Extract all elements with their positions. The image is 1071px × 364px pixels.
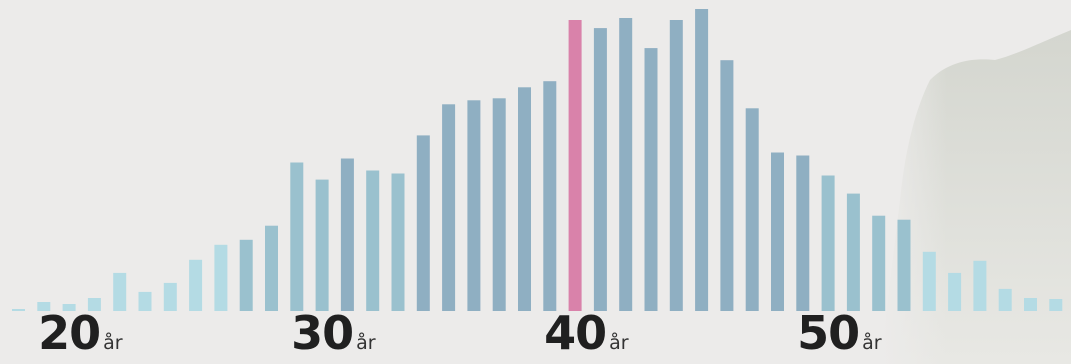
bar-age-55 <box>948 272 962 311</box>
age-label-30: 30 år <box>291 308 375 358</box>
bar-age-29 <box>290 162 304 311</box>
bar-age-38 <box>518 87 531 311</box>
bar-age-44 <box>669 20 683 311</box>
mountain-backdrop <box>880 20 1071 364</box>
bar-age-33 <box>391 173 405 311</box>
bar-age-35 <box>442 104 456 311</box>
age-label-unit: år <box>609 332 629 354</box>
age-label-unit: år <box>356 332 376 354</box>
bar-age-59 <box>1049 299 1063 311</box>
bar-age-31 <box>340 158 354 311</box>
bar-age-26 <box>214 244 228 311</box>
bar-age-25 <box>189 259 203 311</box>
bar-age-46 <box>720 60 734 312</box>
bar-age-30 <box>315 179 329 311</box>
bar-age-19 <box>37 302 51 311</box>
age-label-50: 50 år <box>797 308 881 358</box>
bar-age-48 <box>771 152 784 311</box>
bar-age-53 <box>897 219 911 311</box>
age-label-number: 20 <box>38 306 101 360</box>
bar-age-43 <box>644 48 658 311</box>
age-label-20: 20 år <box>38 308 122 358</box>
bar-highlighted-age-40 <box>568 20 582 311</box>
histogram-bars <box>12 9 1063 312</box>
age-label-40: 40 år <box>544 308 628 358</box>
bar-age-49 <box>796 155 810 311</box>
bar-age-50 <box>821 175 835 311</box>
bar-age-58 <box>1024 298 1037 311</box>
bar-age-45 <box>695 9 709 311</box>
bar-age-34 <box>416 135 430 311</box>
age-label-number: 40 <box>544 306 607 360</box>
age-label-number: 50 <box>797 306 860 360</box>
bar-age-56 <box>973 260 987 311</box>
bar-age-41 <box>593 28 607 311</box>
bar-age-36 <box>467 100 481 311</box>
bar-age-27 <box>239 239 253 311</box>
bar-age-24 <box>163 282 177 311</box>
bar-age-32 <box>366 170 380 311</box>
bar-age-52 <box>872 215 886 311</box>
bar-age-51 <box>846 193 860 311</box>
bar-age-21 <box>87 298 101 311</box>
bar-age-28 <box>265 225 278 311</box>
bar-age-18 <box>12 309 25 311</box>
bar-age-47 <box>745 108 759 311</box>
age-label-unit: år <box>103 332 123 354</box>
bar-age-54 <box>922 251 936 311</box>
age-label-number: 30 <box>291 306 354 360</box>
bar-age-20 <box>62 304 76 311</box>
bar-age-22 <box>113 272 127 311</box>
bar-age-57 <box>998 288 1012 311</box>
bar-age-39 <box>543 81 557 311</box>
bar-age-42 <box>619 18 633 311</box>
bar-age-37 <box>492 98 506 311</box>
age-label-unit: år <box>862 332 882 354</box>
bar-age-23 <box>138 291 152 311</box>
